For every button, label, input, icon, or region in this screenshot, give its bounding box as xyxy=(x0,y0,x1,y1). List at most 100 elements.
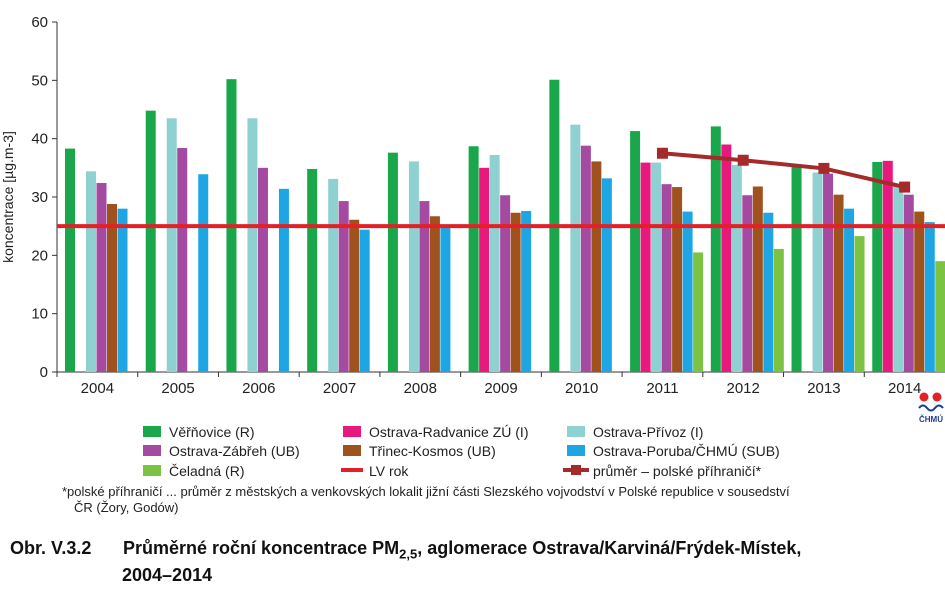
legend-swatch xyxy=(343,426,361,437)
bar xyxy=(903,194,914,372)
chmu-logo: ČHMÚ xyxy=(918,392,944,424)
bar xyxy=(601,178,612,372)
axes: 0 10 20 30 40 50 60 2004 2005 2006 2007 2008 2009 201… xyxy=(0,14,945,397)
y-tick-label: 60 xyxy=(31,14,48,31)
legend-label: Věřňovice (R) xyxy=(169,424,255,440)
x-tick-label: 2007 xyxy=(323,380,356,397)
bar xyxy=(349,219,360,372)
bar xyxy=(198,174,209,372)
bar xyxy=(773,248,784,372)
legend-label: Ostrava-Radvanice ZÚ (I) xyxy=(369,424,528,440)
bar xyxy=(872,162,883,372)
y-tick-label: 10 xyxy=(31,306,48,323)
x-tick-label: 2012 xyxy=(726,380,759,397)
caption-text: Průměrné roční koncentrace PM xyxy=(123,538,400,558)
bar xyxy=(823,173,834,372)
legend-label: průměr – polské příhraničí* xyxy=(593,463,762,479)
caption-text-after: , aglomerace Ostrava/Karviná/Frýdek-Míst… xyxy=(417,538,802,558)
caption-prefix: Obr. V.3.2 xyxy=(10,538,92,558)
y-axis-label: koncentrace [µg.m-3] xyxy=(0,131,16,263)
x-tick-label: 2009 xyxy=(484,380,517,397)
legend-label: Čeladná (R) xyxy=(169,463,244,479)
legend-label: Ostrava-Zábřeh (UB) xyxy=(169,443,300,459)
legend: Věřňovice (R) Ostrava-Radvanice ZÚ (I) Ost… xyxy=(143,424,780,479)
legend-swatch xyxy=(567,426,585,437)
legend-swatch xyxy=(343,445,361,456)
bar xyxy=(500,195,511,372)
bar xyxy=(763,212,774,372)
x-tick-label: 2014 xyxy=(888,380,921,397)
bar xyxy=(489,155,500,372)
bar xyxy=(893,185,904,372)
footnote: *polské příhraničí ... průměr z městskýc… xyxy=(62,484,922,516)
bar xyxy=(812,172,823,372)
bar xyxy=(924,222,935,372)
bar xyxy=(661,184,672,372)
bar xyxy=(387,152,398,372)
y-tick-label: 0 xyxy=(40,364,48,381)
bar xyxy=(86,171,96,372)
bar xyxy=(721,144,732,372)
bar xyxy=(307,169,318,372)
bar xyxy=(65,148,75,372)
bar xyxy=(177,148,188,372)
bar xyxy=(693,252,704,372)
bar xyxy=(630,131,641,372)
bar xyxy=(468,146,479,372)
bar xyxy=(833,194,844,372)
bar xyxy=(651,162,662,372)
bar xyxy=(935,261,945,372)
bar xyxy=(328,178,339,372)
bar xyxy=(479,167,490,372)
legend-label: Třinec-Kosmos (UB) xyxy=(369,443,496,459)
logo-dot-left xyxy=(919,392,929,402)
logo-wave-icon xyxy=(918,404,944,412)
bar xyxy=(257,167,268,372)
caption-subscript: 2,5 xyxy=(399,546,418,562)
y-tick-label: 50 xyxy=(31,72,48,89)
avg-point xyxy=(737,154,749,166)
x-tick-label: 2010 xyxy=(565,380,598,397)
logo-dot-right xyxy=(932,392,942,402)
x-tick-label: 2008 xyxy=(404,380,437,397)
bar xyxy=(844,208,855,372)
bar xyxy=(640,162,651,372)
bar xyxy=(742,195,753,372)
bar xyxy=(359,229,370,372)
bar xyxy=(440,225,451,372)
x-tick-label: 2005 xyxy=(161,380,194,397)
bar xyxy=(672,187,683,372)
y-tick-label: 20 xyxy=(31,247,48,264)
pm25-chart: 0 10 20 30 40 50 60 2004 2005 2006 2007 2008 2009 201… xyxy=(0,14,945,479)
figure-caption: Obr. V.3.2 Průměrné roční koncentrace PM… xyxy=(10,538,935,585)
legend-swatch xyxy=(143,465,161,476)
bar xyxy=(710,126,721,373)
legend-swatch xyxy=(143,445,161,456)
bar xyxy=(591,161,602,372)
bar xyxy=(682,211,693,372)
bar xyxy=(96,183,107,372)
legend-label: Ostrava-Poruba/ČHMÚ (SUB) xyxy=(593,443,780,459)
legend-label: Ostrava-Přívoz (I) xyxy=(593,424,703,440)
bar xyxy=(854,236,865,372)
x-tick-label: 2006 xyxy=(242,380,275,397)
bar xyxy=(166,118,177,372)
bar xyxy=(247,118,258,372)
bar xyxy=(429,216,440,372)
bar xyxy=(117,208,128,372)
avg-point xyxy=(899,181,911,193)
bar xyxy=(731,164,742,372)
bar xyxy=(338,201,349,372)
bar xyxy=(914,211,925,372)
legend-swatch-marker xyxy=(571,465,581,475)
legend-swatch xyxy=(567,445,585,456)
legend-label: LV rok xyxy=(369,463,409,479)
bar xyxy=(791,166,802,372)
x-tick-label: 2011 xyxy=(646,380,678,397)
reference-lines xyxy=(57,147,945,229)
avg-polish-border-line xyxy=(662,151,906,190)
footnote-line-2: ČR (Žory, Godów) xyxy=(74,500,179,515)
y-tick-label: 40 xyxy=(31,131,48,148)
bar xyxy=(510,212,521,372)
bar xyxy=(752,186,763,372)
